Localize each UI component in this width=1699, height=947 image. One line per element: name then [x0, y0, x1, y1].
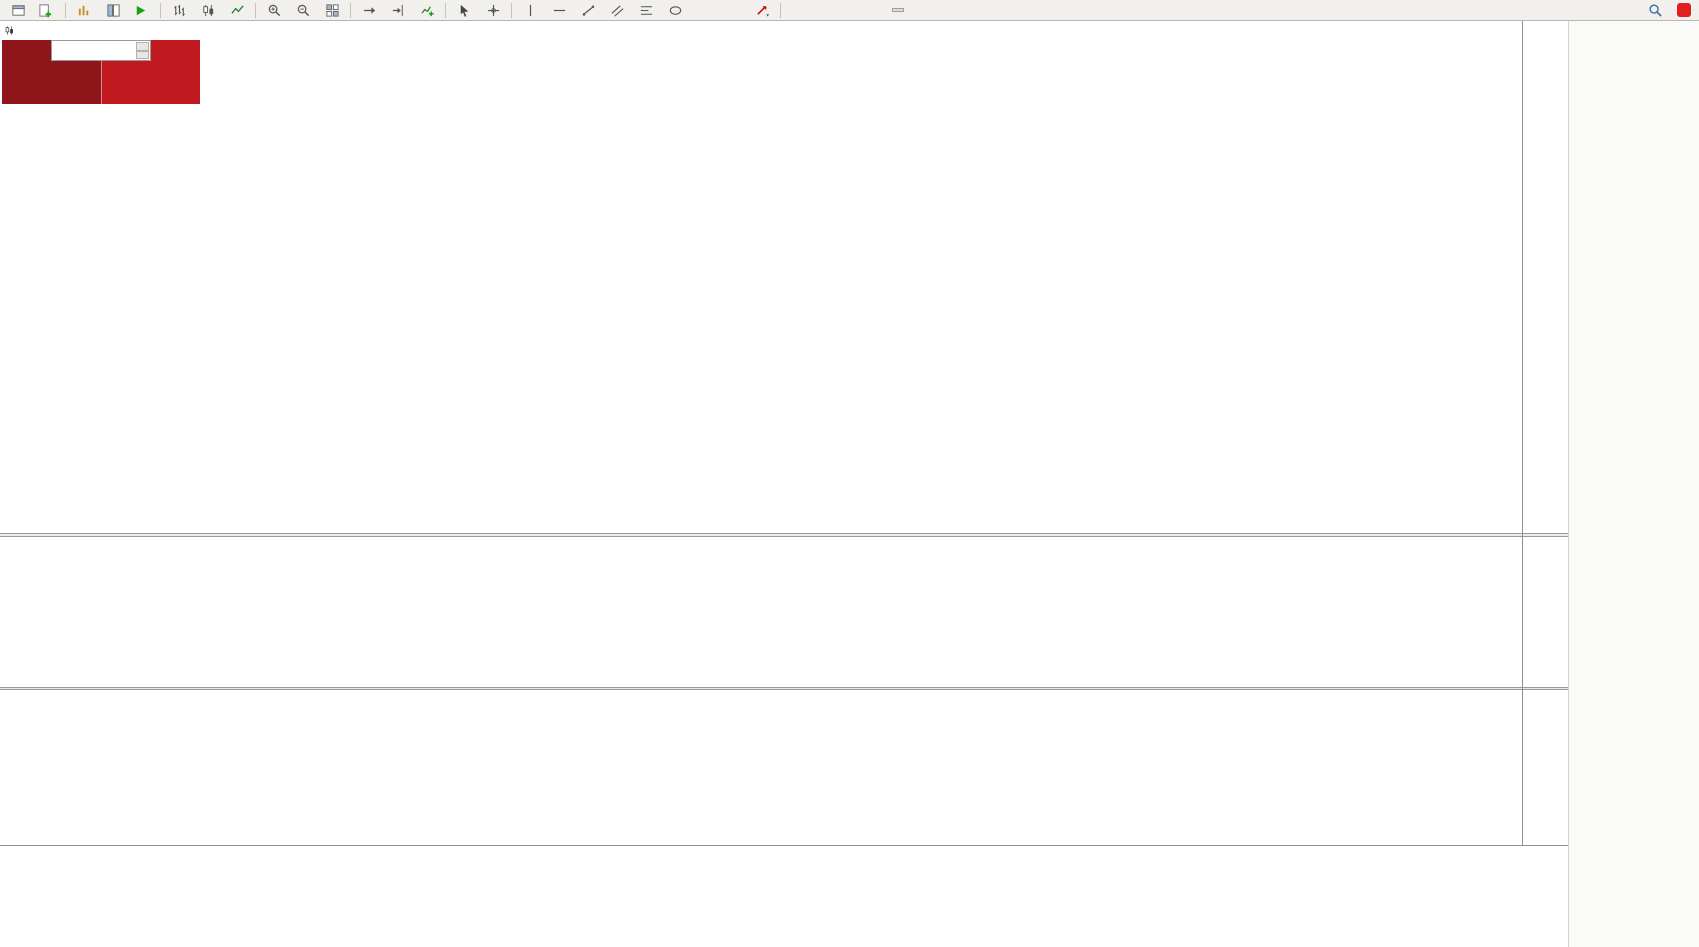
tile-windows-icon[interactable]	[318, 0, 346, 20]
timeframe-m1[interactable]	[827, 8, 839, 12]
timeframe-d1[interactable]	[905, 8, 917, 12]
toolbar-separator	[160, 2, 161, 18]
timeframe-mn[interactable]	[931, 8, 943, 12]
timeframe-m15[interactable]	[853, 8, 865, 12]
workspace-background	[1568, 21, 1699, 947]
buy-button[interactable]	[151, 40, 200, 61]
sell-price-display[interactable]	[2, 61, 102, 104]
search-icon[interactable]	[1641, 0, 1669, 20]
new-order-button[interactable]	[33, 0, 61, 20]
timeframe-w1[interactable]	[918, 8, 930, 12]
toolbar-right-group	[1641, 0, 1695, 20]
sell-button[interactable]	[2, 40, 51, 61]
toolbar-separator	[350, 2, 351, 18]
volume-down-button[interactable]	[136, 50, 149, 59]
bar-chart-icon[interactable]	[165, 0, 193, 20]
navigator-icon[interactable]	[99, 0, 127, 20]
toolbar-separator	[445, 2, 446, 18]
symbol-icon	[5, 26, 13, 35]
vertical-line-icon[interactable]	[516, 0, 544, 20]
toolbar	[0, 0, 1699, 21]
notification-badge[interactable]	[1677, 3, 1691, 17]
volume-spinner	[136, 42, 149, 59]
trendline-icon[interactable]	[574, 0, 602, 20]
indicators-icon[interactable]	[413, 0, 441, 20]
rsi-indicator-panel[interactable]	[0, 690, 1522, 845]
chart-ohlc-header	[4, 25, 50, 36]
toolbar-separator	[255, 2, 256, 18]
main-price-chart[interactable]	[0, 20, 1522, 533]
price-axis-border	[1522, 21, 1523, 868]
timeframe-h1[interactable]	[879, 8, 891, 12]
panel-splitter[interactable]	[0, 533, 1568, 537]
toolbar-separator	[780, 2, 781, 18]
text-label-icon[interactable]	[719, 0, 747, 20]
timeframe-group	[827, 8, 943, 12]
volume-up-button[interactable]	[136, 42, 149, 51]
auto-scroll-icon[interactable]	[355, 0, 383, 20]
macd-indicator-panel[interactable]	[0, 537, 1522, 687]
cursor-icon[interactable]	[450, 0, 478, 20]
chart-window-icon[interactable]	[4, 0, 32, 20]
timeframe-m30[interactable]	[866, 8, 878, 12]
toolbar-separator	[65, 2, 66, 18]
text-icon[interactable]	[690, 0, 718, 20]
chart-shift-icon[interactable]	[384, 0, 412, 20]
shapes-icon[interactable]	[661, 0, 689, 20]
volume-input[interactable]	[51, 40, 151, 61]
timeframe-h4[interactable]	[892, 8, 904, 12]
zoom-out-icon[interactable]	[289, 0, 317, 20]
channel-icon[interactable]	[603, 0, 631, 20]
arrows-dropdown-icon[interactable]	[748, 0, 776, 20]
crosshair-icon[interactable]	[479, 0, 507, 20]
market-watch-icon[interactable]	[70, 0, 98, 20]
auto-trading-button[interactable]	[128, 0, 156, 20]
toolbar-separator	[511, 2, 512, 18]
zoom-in-icon[interactable]	[260, 0, 288, 20]
one-click-trade-panel	[2, 40, 200, 104]
fibonacci-icon[interactable]	[632, 0, 660, 20]
time-axis[interactable]	[0, 845, 1568, 870]
panel-splitter[interactable]	[0, 687, 1568, 690]
horizontal-line-icon[interactable]	[545, 0, 573, 20]
line-chart-icon[interactable]	[223, 0, 251, 20]
timeframe-m5[interactable]	[840, 8, 852, 12]
buy-price-display[interactable]	[101, 61, 200, 104]
candlestick-chart-icon[interactable]	[194, 0, 222, 20]
